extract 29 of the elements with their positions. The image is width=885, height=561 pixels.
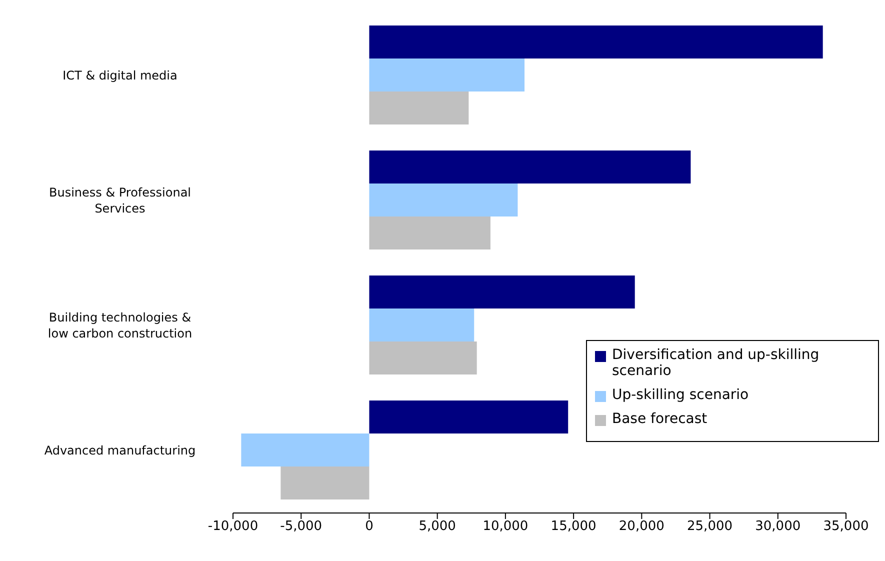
bar — [369, 342, 477, 374]
legend-label: Base forecast — [612, 411, 708, 427]
x-tick-label: 10,000 — [482, 519, 528, 534]
bar — [369, 150, 691, 184]
y-tick-label: Business & Professional Services — [48, 186, 192, 216]
x-tick-label: 15,000 — [550, 519, 596, 534]
x-tick-label: 20,000 — [618, 519, 664, 534]
y-tick-label: ICT & digital media — [62, 68, 178, 82]
y-tick-label: Building technologies & low carbon construction — [48, 310, 192, 340]
bar — [241, 434, 370, 466]
bar — [369, 184, 518, 216]
x-tick-label: 0 — [365, 519, 374, 534]
bar — [369, 216, 490, 250]
bar — [369, 308, 474, 342]
x-tick-label: 35,000 — [823, 519, 869, 534]
bar — [280, 466, 370, 500]
bar — [369, 400, 568, 434]
x-tick-label: 5,000 — [418, 519, 456, 534]
y-tick-label: Advanced manufacturing — [44, 444, 196, 458]
x-tick-label: 25,000 — [687, 519, 733, 534]
x-tick-label: -5,000 — [280, 519, 322, 534]
bar — [369, 26, 823, 58]
legend-label: Up-skilling scenario — [612, 387, 749, 403]
bar — [369, 92, 469, 124]
x-tick-label: 30,000 — [755, 519, 801, 534]
x-tick-label: -10,000 — [208, 519, 258, 534]
bar — [369, 58, 525, 92]
bar — [369, 276, 635, 308]
legend-label: Diversification and up-skilling scenario — [612, 347, 820, 379]
